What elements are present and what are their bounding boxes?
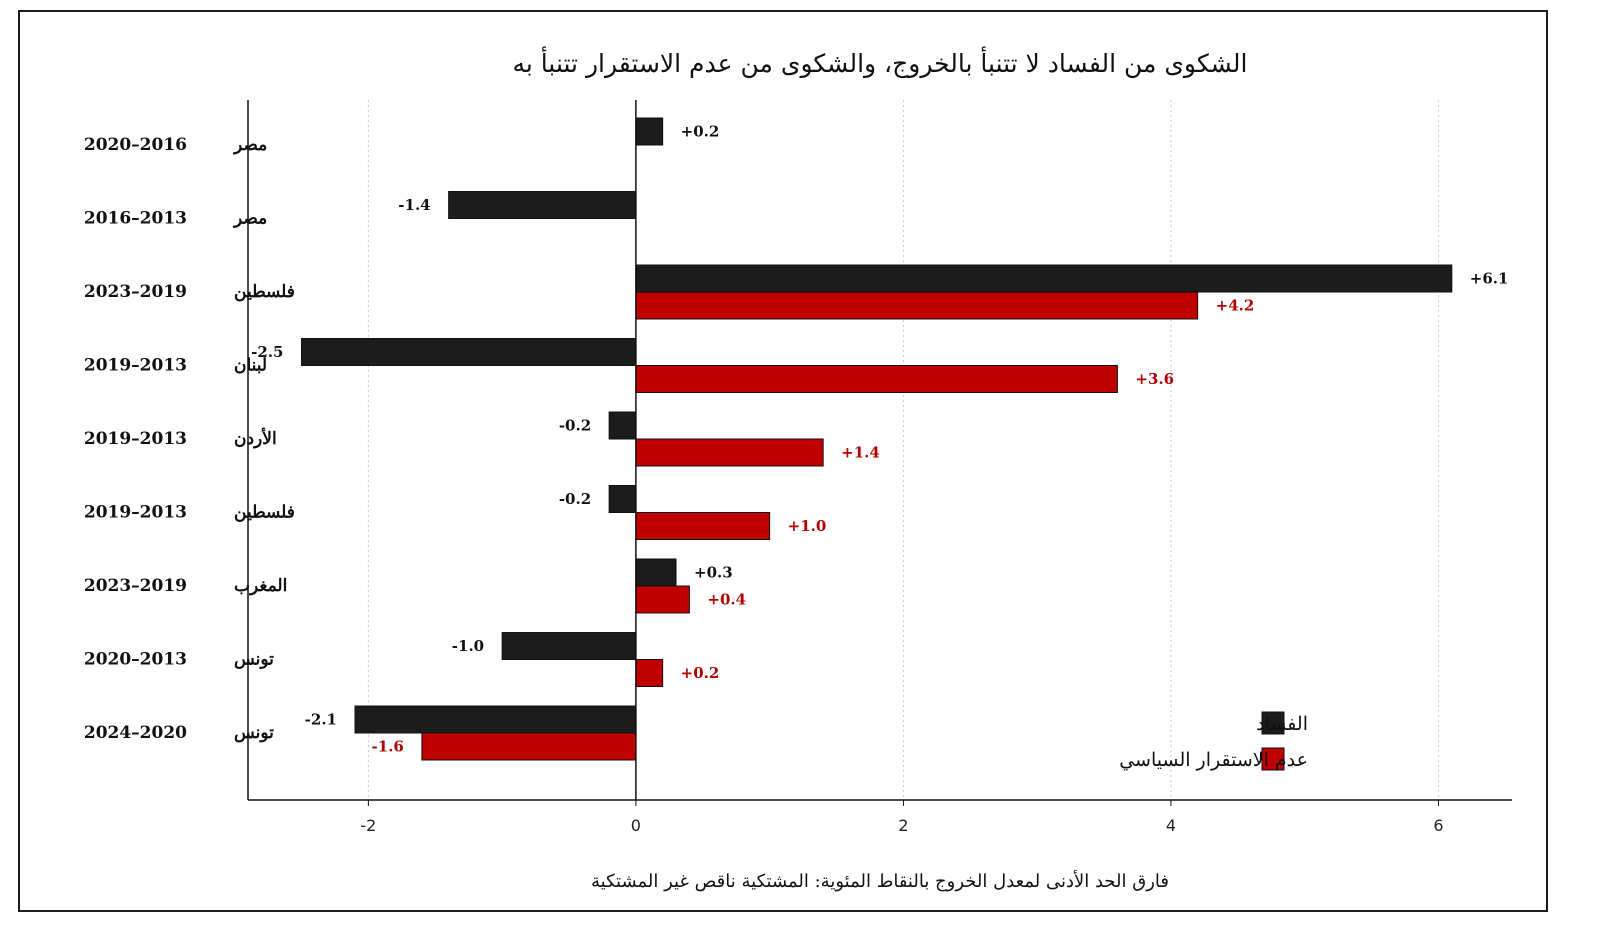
bar: [421, 732, 637, 761]
data-label: -1.6: [372, 738, 404, 756]
category-country-label: لبنان: [234, 356, 267, 376]
bar: [635, 558, 677, 587]
category-years-label: 2023–2019: [84, 576, 187, 596]
data-label: +0.2: [681, 123, 720, 141]
category-years-label: 2020–2016: [84, 135, 187, 155]
bar: [448, 191, 637, 219]
category-country-label: الأردن: [234, 427, 277, 449]
x-tick-label: 6: [1433, 816, 1443, 835]
data-label: +0.2: [681, 664, 720, 682]
x-axis-label: فارق الحد الأدنى لمعدل الخروج بالنقاط ال…: [591, 869, 1169, 892]
bar: [608, 485, 637, 513]
bar: [635, 264, 1453, 293]
data-label: +0.3: [694, 564, 733, 582]
category-years-label: 2019–2013: [84, 429, 187, 449]
bar: [501, 632, 637, 660]
data-label: +3.6: [1135, 370, 1174, 388]
legend-swatch: [1261, 747, 1285, 771]
chart-title: الشكوى من الفساد لا تتنبأ بالخروج، والشك…: [512, 45, 1247, 79]
bar: [635, 291, 1199, 320]
bar: [608, 411, 637, 440]
grid-layer: [367, 100, 1439, 800]
data-label: +1.0: [788, 517, 827, 535]
bar: [635, 438, 824, 467]
bar: [635, 659, 664, 687]
category-years-label: 2019–2013: [84, 356, 187, 376]
category-years-label: 2019–2013: [84, 503, 187, 523]
category-years-label: 2023–2019: [84, 282, 187, 302]
data-label: +6.1: [1470, 270, 1509, 288]
legend-swatch: [1261, 711, 1285, 735]
bar: [635, 365, 1118, 393]
category-country-label: فلسطين: [234, 503, 295, 523]
legend: الفساد عدم الاستقرار السياسي: [1119, 711, 1308, 771]
data-label: +4.2: [1216, 297, 1255, 315]
category-country-label: المغرب: [234, 576, 287, 596]
data-label: -1.4: [398, 196, 430, 214]
category-country-label: مصر: [232, 135, 267, 155]
category-country-label: فلسطين: [234, 282, 295, 302]
category-country-label: تونس: [234, 723, 274, 743]
category-country-label: تونس: [234, 650, 274, 670]
legend-label: الفساد: [1256, 713, 1308, 735]
data-label: -0.2: [559, 490, 591, 508]
x-tick-label: -2: [360, 816, 376, 835]
data-label: -2.1: [305, 711, 337, 729]
data-label: -1.0: [452, 637, 484, 655]
data-label: -2.5: [251, 343, 283, 361]
data-label: +0.4: [707, 591, 746, 609]
category-years-label: 2016–2013: [84, 209, 187, 229]
category-years-label: 2024–2020: [84, 723, 187, 743]
category-years-label: 2020–2013: [84, 650, 187, 670]
bar: [635, 585, 690, 614]
bars-layer: [301, 117, 1453, 761]
x-tick-label: 2: [898, 816, 908, 835]
data-label: -0.2: [559, 417, 591, 435]
bar: [635, 512, 771, 540]
category-country-label: مصر: [232, 209, 267, 229]
bar: [301, 338, 637, 366]
labels-layer: +0.2 2020–2016 مصر -1.4 2016–2013 مصر +6.1 +4.2…: [84, 123, 1509, 756]
axis-layer: -2 0 2 4 6: [247, 100, 1512, 835]
legend-label: عدم الاستقرار السياسي: [1119, 749, 1308, 771]
bar: [635, 117, 664, 146]
bar: [354, 705, 637, 734]
data-label: +1.4: [841, 444, 880, 462]
x-tick-label: 0: [631, 816, 641, 835]
x-tick-label: 4: [1166, 816, 1176, 835]
